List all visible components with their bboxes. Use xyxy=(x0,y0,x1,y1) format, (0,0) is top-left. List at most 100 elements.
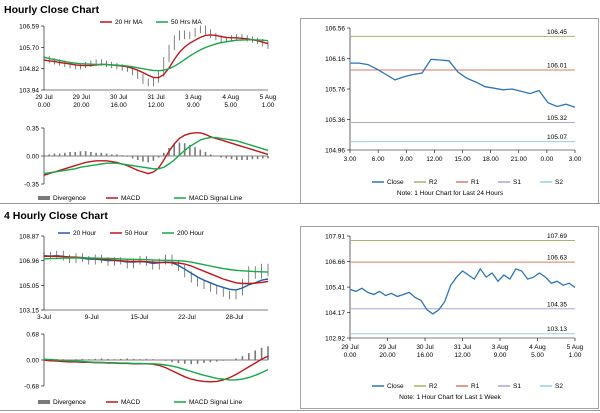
legend-label: 50 Hrs MA xyxy=(171,19,202,26)
x-tick-label: 12.00 xyxy=(426,156,443,163)
legend-label: Close xyxy=(387,179,404,186)
y-tick-label: 104.96 xyxy=(325,148,345,155)
x-tick-label: 21.00 xyxy=(511,156,528,163)
x-tick-label: 9.00 xyxy=(400,156,413,163)
four-hourly-price-chart: 108.87 106.96 105.05 103.153-Jul 9-Jul 15-Jul… xyxy=(19,230,269,321)
x-tick-label: 4 Aug 5.00 xyxy=(529,344,546,359)
macd-signal-line xyxy=(43,358,269,381)
level-label-s1: 105.32 xyxy=(547,115,567,122)
x-tick-label: 9-Jul xyxy=(85,314,100,321)
legend-label: 20 Hr MA xyxy=(115,19,143,26)
hourly-macd-chart: 0.35 0.00 -0.35 Divergence MACD MACD Signal L… xyxy=(24,126,269,202)
x-tick-label: 31 Jul 12.00 xyxy=(147,94,165,109)
chart-note: Note: 1 Hour Chart for Last 24 Hours xyxy=(397,190,504,197)
legend-label: 20 Hour xyxy=(73,230,97,237)
y-tick-label: 0.35 xyxy=(26,126,39,133)
x-tick-label: 5 Aug 1.00 xyxy=(567,344,584,359)
four-hourly-section-title: 4 Hourly Close Chart xyxy=(4,210,108,222)
x-tick-label: 15-Jul xyxy=(130,314,148,321)
weekly-close-chart: 107.91 106.66 105.41 104.17 102.92 107.69 106.… xyxy=(300,226,599,409)
legend-label: Divergence xyxy=(53,399,86,406)
x-tick-label: 3.00 xyxy=(344,156,357,163)
y-tick-label: 103.15 xyxy=(19,308,39,315)
chart-border xyxy=(300,226,599,409)
x-tick-label: 18.00 xyxy=(482,156,499,163)
y-tick-label: 105.70 xyxy=(19,45,39,52)
y-tick-label: 106.56 xyxy=(325,26,345,33)
x-tick-label: 3 Aug 9.00 xyxy=(492,344,509,359)
x-tick-label: 0.00 xyxy=(541,156,554,163)
level-label-r2: 107.69 xyxy=(547,233,567,240)
x-tick-label: 15.00 xyxy=(454,156,471,163)
x-tick-label: 5 Aug 1.00 xyxy=(260,94,277,109)
x-tick-label: 4 Aug 5.00 xyxy=(222,94,239,109)
y-tick-label: 103.94 xyxy=(19,88,39,95)
chart-note: Note: 1 Hour Chart for Last 1 Week xyxy=(399,394,502,401)
macd-signal-line xyxy=(43,136,269,175)
y-tick-label: 105.76 xyxy=(325,87,345,94)
close-line xyxy=(350,58,576,108)
level-label-s1: 104.35 xyxy=(547,301,567,308)
level-label-r2: 106.45 xyxy=(547,29,567,36)
x-tick-label: 29 Jul 0.00 xyxy=(341,344,359,359)
hourly-24h-close-chart: 106.56 106.16 105.76 105.36 104.96 106.45 106.… xyxy=(300,18,599,204)
x-tick-label: 29 Jul 20.00 xyxy=(73,94,91,109)
level-label-r1: 106.63 xyxy=(547,255,567,262)
y-tick-label: 108.87 xyxy=(19,234,39,241)
x-tick-label: 3 Aug 9.00 xyxy=(185,94,202,109)
legend-label: MACD Signal Line xyxy=(189,399,242,406)
legend-label: R2 xyxy=(429,179,438,186)
y-tick-label: 106.59 xyxy=(19,24,39,31)
x-tick-label: 28-Jul xyxy=(226,314,244,321)
bottom-divider xyxy=(0,410,600,411)
legend-label: Divergence xyxy=(53,195,86,202)
y-tick-label: -0.68 xyxy=(24,384,39,391)
hourly-section-title: Hourly Close Chart xyxy=(4,4,100,16)
legend-label: S1 xyxy=(513,179,521,186)
legend-label: S2 xyxy=(555,383,563,390)
legend-label: MACD xyxy=(121,195,140,202)
legend-label: Close xyxy=(387,383,404,390)
y-tick-label: 104.82 xyxy=(19,66,39,73)
legend-label: 200 Hour xyxy=(177,230,205,237)
y-tick-label: 102.92 xyxy=(325,336,345,343)
legend-label: R1 xyxy=(471,179,480,186)
legend-label: 50 Hour xyxy=(125,230,149,237)
ma-line xyxy=(43,34,269,79)
x-tick-label: 3-Jul xyxy=(37,314,52,321)
macd-line xyxy=(43,132,269,176)
x-tick-label: 3.00 xyxy=(569,156,582,163)
x-tick-label: 29 Jul 20.00 xyxy=(379,344,397,359)
legend-label: R1 xyxy=(471,383,480,390)
chart-border xyxy=(300,18,599,204)
y-tick-label: 106.66 xyxy=(325,259,345,266)
y-tick-label: 0.00 xyxy=(26,358,39,365)
y-tick-label: -0.35 xyxy=(24,182,39,189)
legend-label: R2 xyxy=(429,383,438,390)
x-tick-label: 6.00 xyxy=(372,156,385,163)
legend-swatch xyxy=(38,196,50,200)
section-divider xyxy=(0,203,600,204)
x-tick-label: 31 Jul 12.00 xyxy=(454,344,472,359)
y-tick-label: 106.16 xyxy=(325,56,345,63)
legend-label: MACD xyxy=(121,399,140,406)
x-tick-label: 22-Jul xyxy=(178,314,196,321)
ma-line xyxy=(43,254,269,291)
y-tick-label: 105.05 xyxy=(19,283,39,290)
legend-swatch xyxy=(38,400,50,404)
level-label-r1: 106.01 xyxy=(547,62,567,69)
legend-label: S2 xyxy=(555,179,563,186)
four-hourly-macd-chart: 0.68 0.00 -0.68 Divergence MACD MACD Signal L… xyxy=(24,332,269,406)
level-label-s2: 103.13 xyxy=(547,326,567,333)
x-tick-label: 30 Jul 16.00 xyxy=(416,344,434,359)
y-tick-label: 105.41 xyxy=(325,285,345,292)
close-line xyxy=(349,267,576,315)
x-tick-label: 29 Jul 0.00 xyxy=(35,94,53,109)
macd-line xyxy=(43,355,269,383)
level-label-s2: 105.07 xyxy=(547,134,567,141)
y-tick-label: 106.96 xyxy=(19,258,39,265)
ma-line xyxy=(43,257,269,273)
y-tick-label: 104.17 xyxy=(325,310,345,317)
y-tick-label: 0.00 xyxy=(26,154,39,161)
